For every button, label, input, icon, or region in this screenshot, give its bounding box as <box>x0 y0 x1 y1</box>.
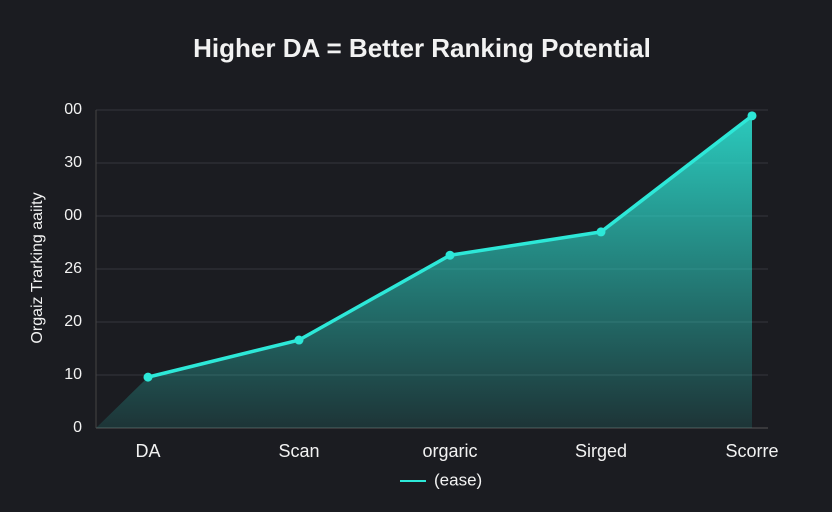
point <box>747 111 757 121</box>
point <box>294 335 304 345</box>
y-tick-label: 0 <box>73 419 82 436</box>
y-tick-label: 20 <box>64 313 82 330</box>
y-tick-label: 10 <box>64 366 82 383</box>
x-tick-label: Scorre <box>725 441 778 461</box>
y-tick-label: 00 <box>64 207 82 224</box>
x-tick-label: Sirged <box>575 441 627 461</box>
point <box>445 250 455 260</box>
chart-title: Higher DA = Better Ranking Potential <box>193 33 651 63</box>
y-axis-label: Orgaiz Trarking aaiity <box>29 192 46 343</box>
y-tick-label: 30 <box>64 154 82 171</box>
point <box>143 372 153 382</box>
legend-label: (ease) <box>434 470 482 489</box>
x-tick-label: orgaric <box>422 441 477 461</box>
x-tick-label: DA <box>135 441 160 461</box>
point <box>596 227 606 237</box>
y-tick-label: 00 <box>64 101 82 118</box>
x-tick-label: Scan <box>278 441 319 461</box>
y-tick-label: 26 <box>64 260 82 277</box>
